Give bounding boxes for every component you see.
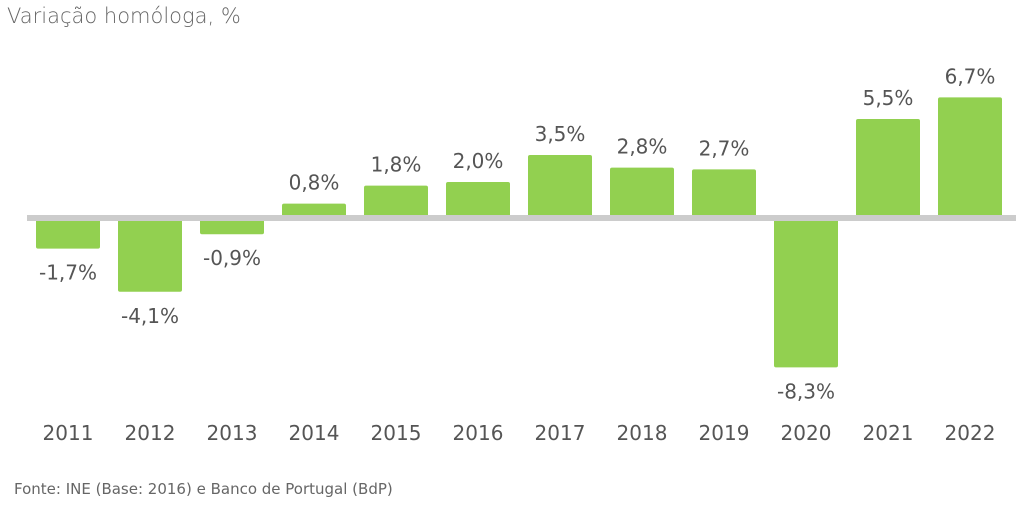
value-label-2011: -1,7% — [39, 261, 97, 285]
value-label-2022: 6,7% — [945, 64, 996, 88]
value-labels-group: -1,7% -4,1% -0,9% 0,8% 1,8% 2,0% 3,5% 2,8% 2,7% -… — [39, 64, 995, 403]
bar-2019 — [692, 169, 756, 218]
category-label-2018: 2018 — [617, 421, 668, 445]
category-label-2020: 2020 — [781, 421, 832, 445]
category-label-2015: 2015 — [371, 421, 422, 445]
bar-2021 — [856, 119, 920, 218]
category-label-2011: 2011 — [43, 421, 94, 445]
category-labels-group: 2011 2012 2013 2014 2015 2016 2017 2018 2019 2020… — [43, 421, 996, 445]
bar-2013 — [200, 218, 264, 235]
value-label-2020: -8,3% — [777, 379, 835, 403]
category-label-2014: 2014 — [289, 421, 340, 445]
category-label-2012: 2012 — [125, 421, 176, 445]
category-label-2016: 2016 — [453, 421, 504, 445]
bar-2022 — [938, 97, 1002, 218]
bar-2020 — [774, 218, 838, 368]
value-label-2018: 2,8% — [617, 135, 668, 159]
value-label-2017: 3,5% — [535, 122, 586, 146]
bar-2017 — [528, 155, 592, 218]
value-label-2021: 5,5% — [863, 86, 914, 110]
value-label-2014: 0,8% — [289, 171, 340, 195]
category-label-2019: 2019 — [699, 421, 750, 445]
value-label-2016: 2,0% — [453, 149, 504, 173]
category-label-2021: 2021 — [863, 421, 914, 445]
bar-2018 — [610, 167, 674, 218]
category-label-2017: 2017 — [535, 421, 586, 445]
bars-group — [36, 97, 1002, 368]
value-label-2019: 2,7% — [699, 136, 750, 160]
category-label-2013: 2013 — [207, 421, 258, 445]
bar-2014 — [282, 203, 346, 218]
value-label-2013: -0,9% — [203, 246, 261, 270]
bar-2016 — [446, 182, 510, 218]
value-label-2015: 1,8% — [371, 153, 422, 177]
value-label-2012: -4,1% — [121, 304, 179, 328]
category-label-2022: 2022 — [945, 421, 996, 445]
source-note: Fonte: INE (Base: 2016) e Banco de Portu… — [14, 480, 393, 498]
bar-2012 — [118, 218, 182, 292]
bar-2011 — [36, 218, 100, 249]
bar-2015 — [364, 185, 428, 218]
y-axis-label: Variação homóloga, % — [7, 4, 241, 28]
